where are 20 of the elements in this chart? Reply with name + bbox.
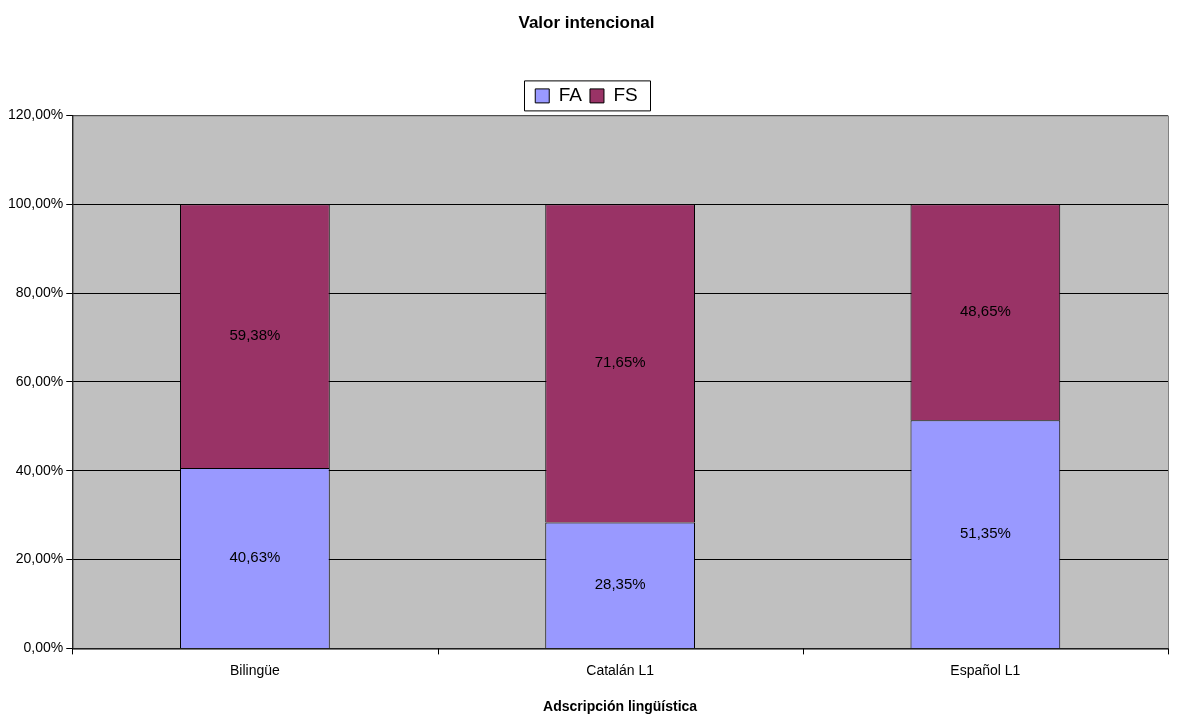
data-label: 59,38% <box>229 326 281 344</box>
legend-label: FA <box>558 84 583 106</box>
legend-label: FS <box>613 84 638 106</box>
x-tick-label: Catalán L1 <box>586 661 655 678</box>
y-tick-label: 0,00% <box>23 639 64 656</box>
data-label: 28,35% <box>594 575 646 593</box>
y-tick-label: 120,00% <box>7 106 64 123</box>
y-tick-label: 40,00% <box>15 461 64 478</box>
x-axis-title: Adscripción lingüística <box>543 698 698 715</box>
chart-title: Valor intencional <box>518 12 655 32</box>
x-tick-label: Bilingüe <box>229 661 280 678</box>
data-label: 40,63% <box>229 548 281 566</box>
y-tick-label: 60,00% <box>15 372 64 389</box>
x-tick-label: Español L1 <box>950 661 1021 678</box>
y-tick-label: 100,00% <box>7 195 64 212</box>
y-tick-label: 20,00% <box>15 550 64 567</box>
data-label: 71,65% <box>594 353 646 371</box>
data-label: 51,35% <box>959 524 1011 542</box>
y-tick-label: 80,00% <box>15 283 64 300</box>
data-label: 48,65% <box>959 302 1011 320</box>
